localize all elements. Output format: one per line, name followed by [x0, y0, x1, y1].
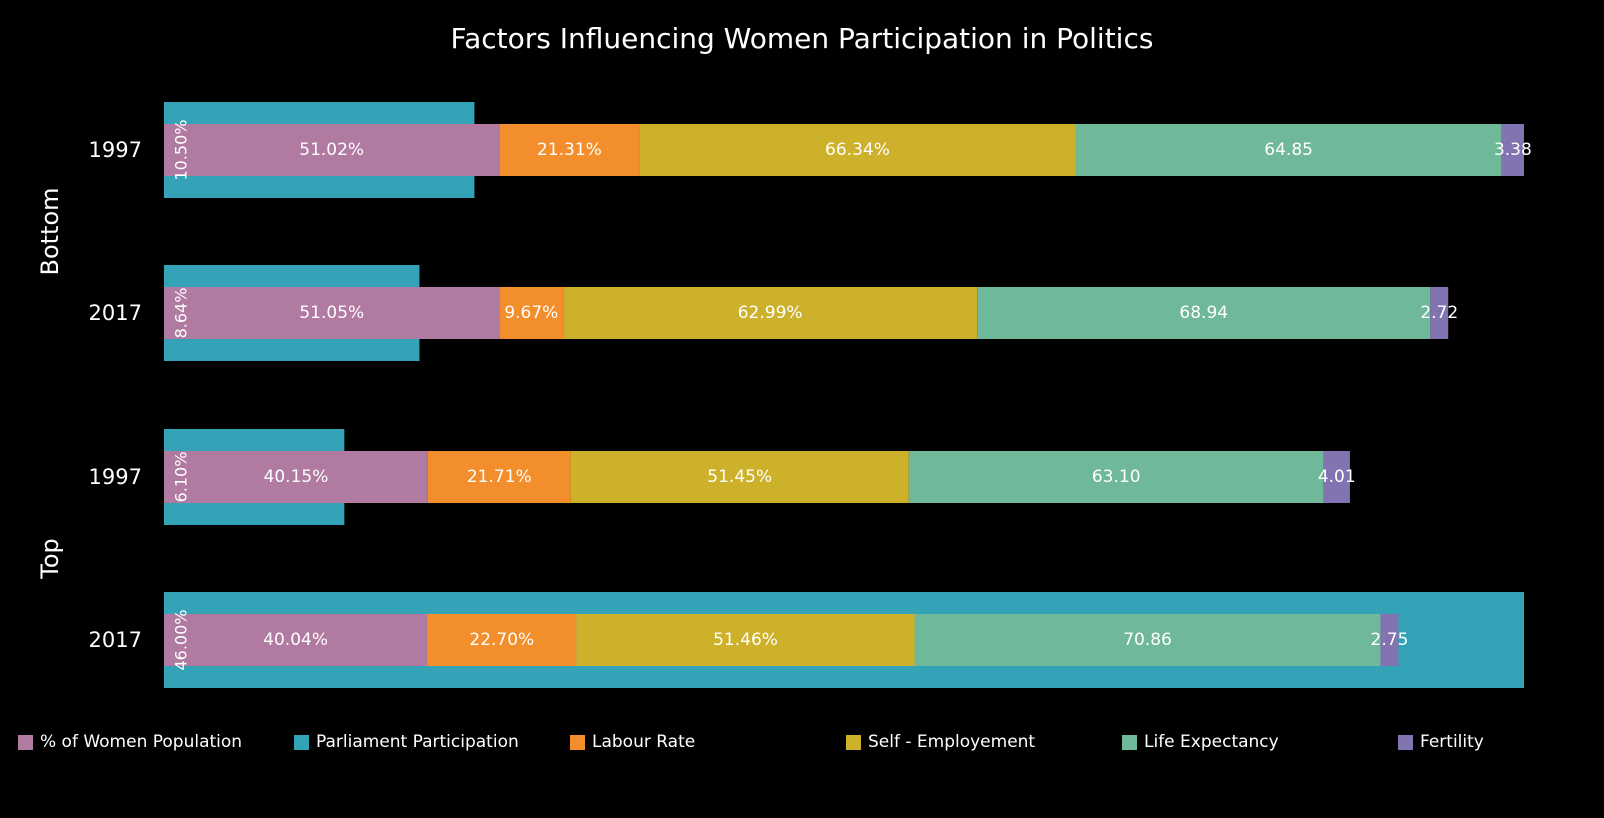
bar-segment [164, 287, 500, 339]
legend-label: Fertility [1420, 732, 1484, 752]
legend-swatch [294, 734, 309, 750]
data-label: 21.71% [467, 467, 532, 487]
data-label: 66.34% [825, 140, 890, 160]
legend-item: Fertility [1398, 732, 1484, 752]
data-label: 3.38 [1494, 140, 1532, 160]
data-label: 40.04% [263, 630, 328, 650]
legend-label: Life Expectancy [1144, 732, 1279, 752]
data-label: 51.46% [713, 630, 778, 650]
bar-segment [1380, 614, 1399, 666]
legend-label: Self - Employement [868, 732, 1036, 752]
legend-item: Labour Rate [570, 732, 695, 752]
data-label: 22.70% [469, 630, 534, 650]
row-label: 1997 [89, 465, 142, 489]
bar-segment [639, 124, 1076, 176]
bar-segment [576, 614, 915, 666]
data-label: 9.67% [504, 303, 558, 323]
legend-item: Parliament Participation [294, 732, 519, 752]
data-label: 2.75 [1371, 630, 1409, 650]
parliament-label: 46.00% [172, 609, 191, 670]
bar-segment [164, 451, 428, 503]
chart-title: Factors Influencing Women Participation … [450, 22, 1154, 55]
parliament-label: 6.10% [172, 452, 191, 503]
legend-swatch [18, 734, 33, 750]
bar-segment [499, 287, 564, 339]
legend: % of Women Population Parliament Particip… [0, 732, 1604, 762]
parliament-label: 8.64% [172, 288, 191, 339]
bar-segment [427, 614, 577, 666]
row-label: 2017 [89, 301, 142, 325]
group-label: Bottom [36, 187, 64, 275]
bar-segment [164, 614, 428, 666]
bar-segment [908, 451, 1324, 503]
legend-swatch [1122, 734, 1137, 750]
data-label: 51.45% [707, 467, 772, 487]
data-label: 4.01 [1318, 467, 1356, 487]
data-label: 64.85 [1264, 140, 1313, 160]
legend-label: % of Women Population [40, 732, 243, 752]
bar-segment [1323, 451, 1350, 503]
data-label: 51.05% [299, 303, 364, 323]
bar-segment [977, 287, 1431, 339]
data-label: 40.15% [264, 467, 329, 487]
legend-swatch [570, 734, 585, 750]
data-label: 51.02% [299, 140, 364, 160]
parliament-label: 10.50% [172, 119, 191, 180]
legend-item: Self - Employement [846, 732, 1035, 752]
legend-label: Parliament Participation [316, 732, 519, 752]
legend-swatch [846, 734, 861, 750]
bar-segment [1075, 124, 1502, 176]
group-label: Top [36, 538, 64, 580]
data-label: 21.31% [537, 140, 602, 160]
bar-segment [563, 287, 978, 339]
bar-segment [914, 614, 1381, 666]
bar-segment [1501, 124, 1524, 176]
legend-item: Life Expectancy [1122, 732, 1279, 752]
legend-item: % of Women Population [18, 732, 242, 752]
bar-segment [427, 451, 571, 503]
data-label: 62.99% [738, 303, 803, 323]
bar-segment [499, 124, 640, 176]
row-label: 1997 [89, 138, 142, 162]
data-label: 2.72 [1420, 303, 1458, 323]
legend-swatch [1398, 734, 1413, 750]
data-label: 68.94 [1179, 303, 1228, 323]
bar-segment [1430, 287, 1449, 339]
data-label: 63.10 [1092, 467, 1141, 487]
bar-segment [164, 124, 500, 176]
legend-label: Labour Rate [592, 732, 696, 752]
row-label: 2017 [89, 628, 142, 652]
bar-segment [570, 451, 909, 503]
data-label: 70.86 [1123, 630, 1172, 650]
